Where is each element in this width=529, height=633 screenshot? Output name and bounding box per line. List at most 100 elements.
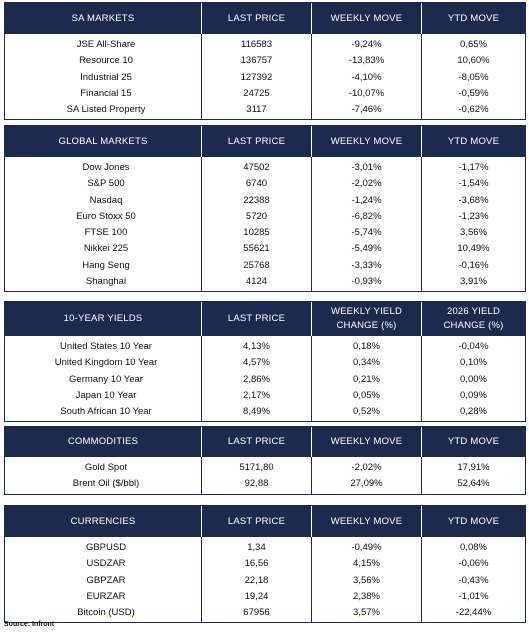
table-header: GLOBAL MARKETS LAST PRICE WEEKLY MOVE YTD M… <box>5 126 525 157</box>
table-body: Dow Jones S&P 500 Nasdaq Euro Stoxx 50 FTSE … <box>5 157 525 292</box>
table-cell-last-price: 5171,80 <box>239 462 274 473</box>
table-cell-ytd-move: 0,10% <box>460 357 487 369</box>
table-body: GBPUSD USDZAR GBPZAR EURZAR Bitcoin (USD) 1,3… <box>5 537 525 623</box>
column-header-name: GLOBAL MARKETS <box>58 135 148 147</box>
table-cell-ytd-move: 0,65% <box>460 39 487 50</box>
table-cell-last-price: 116583 <box>241 39 272 50</box>
table-cell-weekly-move: -7,46% <box>351 104 382 116</box>
column-ytd-move: 17,91% 52,64% <box>421 457 525 494</box>
table-cell-last-price: 22,18 <box>244 574 269 586</box>
table-cell-weekly-move: -10,07% <box>348 87 385 99</box>
table-cell-name: Germany 10 Year <box>69 373 143 385</box>
table-cell-weekly-move: -0,93% <box>351 276 382 288</box>
table-cell-name: USDZAR <box>86 558 126 570</box>
table-cell-weekly-move: -5,74% <box>351 227 382 239</box>
table-cell-name: Bitcoin (USD) <box>77 607 135 619</box>
column-weekly-move: 0,18% 0,34% 0,21% 0,05% 0,52% <box>311 336 421 422</box>
table-cell-weekly-move: -1,24% <box>351 194 382 206</box>
column-header-last-price: LAST PRICE <box>201 126 311 157</box>
column-header-weekly-move: WEEKLY YIELD CHANGE (%) <box>311 302 421 336</box>
table-cell-ytd-move: -1,01% <box>458 590 489 602</box>
table-header: SA MARKETS LAST PRICE WEEKLY MOVE YTD MOVE <box>5 3 525 34</box>
table-cell-ytd-move: 0,28% <box>460 406 487 418</box>
table-cell-weekly-move: 0,21% <box>353 373 380 385</box>
table-cell-name: Nikkei 225 <box>83 243 129 255</box>
table-cell-name: GBPZAR <box>86 574 126 586</box>
table-cell-last-price: 22388 <box>243 194 270 206</box>
table-cell-last-price: 136757 <box>240 55 273 67</box>
table-cell-name: Gold Spot <box>84 462 128 473</box>
table-cell-name: JSE All-Share <box>76 39 136 50</box>
table-cell-name: Industrial 25 <box>80 71 132 83</box>
table-cell-name: United Kingdom 10 Year <box>54 357 158 369</box>
table-cell-last-price: 24725 <box>243 87 270 99</box>
table-cell-name: South African 10 Year <box>60 406 152 418</box>
table-cell-ytd-move: -1,17% <box>458 162 489 173</box>
column-ytd-move: -0,04% 0,10% 0,00% 0,09% 0,28% <box>421 336 525 422</box>
table-cell-name: Dow Jones <box>82 162 130 173</box>
table-cell-last-price: 19,24 <box>244 590 269 602</box>
table-cell-name: Financial 15 <box>80 87 132 99</box>
table-cell-last-price: 127392 <box>240 71 273 83</box>
table-cell-ytd-move: 10,49% <box>457 243 490 255</box>
table-cell-last-price: 67956 <box>243 607 270 619</box>
table-cell-name: FTSE 100 <box>84 227 128 239</box>
column-header-last-price: LAST PRICE <box>201 302 311 336</box>
table-cell-last-price: 4,13% <box>243 341 270 352</box>
table-cell-weekly-move: 3,57% <box>353 607 380 619</box>
table-cell-last-price: 4,57% <box>243 357 270 369</box>
table-cell-weekly-move: 0,05% <box>353 389 380 401</box>
table-cell-weekly-move: 3,56% <box>353 574 380 586</box>
sa-markets-table: SA MARKETS LAST PRICE WEEKLY MOVE YTD MOVE J… <box>4 2 526 121</box>
table-cell-last-price: 2,17% <box>243 389 270 401</box>
table-cell-last-price: 1,34 <box>247 542 266 553</box>
table-cell-ytd-move: -3,68% <box>458 194 489 206</box>
table-header: 10-YEAR YIELDS LAST PRICE WEEKLY YIELD CHAN… <box>5 302 525 336</box>
table-cell-name: Euro Stoxx 50 <box>76 210 136 222</box>
table-cell-last-price: 5720 <box>245 210 268 222</box>
column-weekly-move: -9,24% -13,83% -4,10% -10,07% -7,46% <box>311 34 421 120</box>
column-header-last-price: LAST PRICE <box>201 427 311 457</box>
column-weekly-move: -3,01% -2,02% -1,24% -6,82% -5,74% -5,49% -3,3… <box>311 157 421 292</box>
table-cell-weekly-move: 0,18% <box>353 341 380 352</box>
table-cell-last-price: 92,88 <box>244 478 269 490</box>
table-cell-weekly-move: -3,33% <box>351 259 382 271</box>
column-header-ytd-move: YTD MOVE <box>421 506 525 537</box>
table-cell-ytd-move: 0,00% <box>460 373 487 385</box>
column-ytd-move: 0,08% -0,06% -0,43% -1,01% -22,44% <box>421 537 525 623</box>
table-body: Gold Spot Brent Oil ($/bbl) 5171,80 92,88 -2… <box>5 457 525 494</box>
table-cell-name: Shanghai <box>85 276 127 288</box>
table-cell-name: GBPUSD <box>85 542 127 553</box>
table-cell-weekly-move: -9,24% <box>351 39 382 50</box>
column-weekly-move: -2,02% 27,09% <box>311 457 421 494</box>
column-header-weekly-move: WEEKLY MOVE <box>311 126 421 157</box>
column-last-price: 5171,80 92,88 <box>201 457 311 494</box>
table-cell-weekly-move: -0,49% <box>351 542 382 553</box>
column-name: JSE All-Share Resource 10 Industrial 25 Fin… <box>5 34 201 119</box>
table-cell-weekly-move: -2,02% <box>351 178 382 190</box>
column-header-name: SA MARKETS <box>71 12 135 24</box>
column-header-ytd-move: YTD MOVE <box>421 3 525 34</box>
table-cell-ytd-move: -0,04% <box>458 341 489 352</box>
table-body: JSE All-Share Resource 10 Industrial 25 Fin… <box>5 34 525 120</box>
table-cell-ytd-move: -0,06% <box>458 558 489 570</box>
table-cell-last-price: 25768 <box>243 259 270 271</box>
column-last-price: 47502 6740 22388 5720 10285 55621 25768 4124 <box>201 157 311 292</box>
column-ytd-move: 0,65% 10,60% -8,05% -0,59% -0,62% <box>421 34 525 120</box>
table-cell-name: Brent Oil ($/bbl) <box>72 478 140 490</box>
table-cell-ytd-move: -1,54% <box>458 178 489 190</box>
table-cell-name: SA Listed Property <box>66 104 146 116</box>
table-cell-name: Nasdaq <box>89 194 123 206</box>
column-last-price: 116583 136757 127392 24725 3117 <box>201 34 311 120</box>
table-cell-ytd-move: -8,05% <box>458 71 489 83</box>
table-cell-ytd-move: -1,23% <box>458 210 489 222</box>
table-cell-ytd-move: 3,56% <box>460 227 487 239</box>
table-cell-weekly-move: -2,02% <box>351 462 382 473</box>
source-note: Source: Infront <box>4 621 55 628</box>
column-last-price: 4,13% 4,57% 2,86% 2,17% 8,49% <box>201 336 311 422</box>
column-header-ytd-move: 2026 YIELD CHANGE (%) <box>421 302 525 336</box>
table-cell-ytd-move: -0,62% <box>458 104 489 116</box>
column-ytd-move: -1,17% -1,54% -3,68% -1,23% 3,56% 10,49% -0,16… <box>421 157 525 292</box>
table-cell-ytd-move: 0,08% <box>460 542 487 553</box>
column-name: Gold Spot Brent Oil ($/bbl) <box>5 457 201 494</box>
